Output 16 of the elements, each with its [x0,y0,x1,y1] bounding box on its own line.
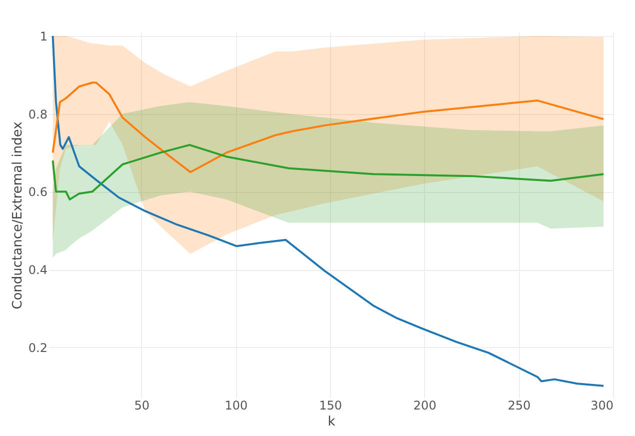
y-axis-title: Conductance/Extremal index [10,121,26,310]
y-tick-label: 0.2 [28,340,48,355]
y-tick-label: 0.6 [28,185,48,200]
y-tick-label: 0.4 [28,263,48,278]
line-series [52,144,605,200]
x-tick-label: 100 [224,398,248,412]
x-tick-label: 200 [413,398,436,412]
x-tick-label: 300 [590,398,614,412]
x-tick-label: 50 [134,398,150,412]
y-tick-label: 1 [40,29,48,44]
x-tick-label: 250 [508,398,531,412]
y-tick-label: 0.8 [28,107,48,122]
x-axis-title: k [328,414,336,430]
line-series [52,82,605,174]
x-tick-label: 150 [319,398,342,412]
line-series [52,34,605,387]
